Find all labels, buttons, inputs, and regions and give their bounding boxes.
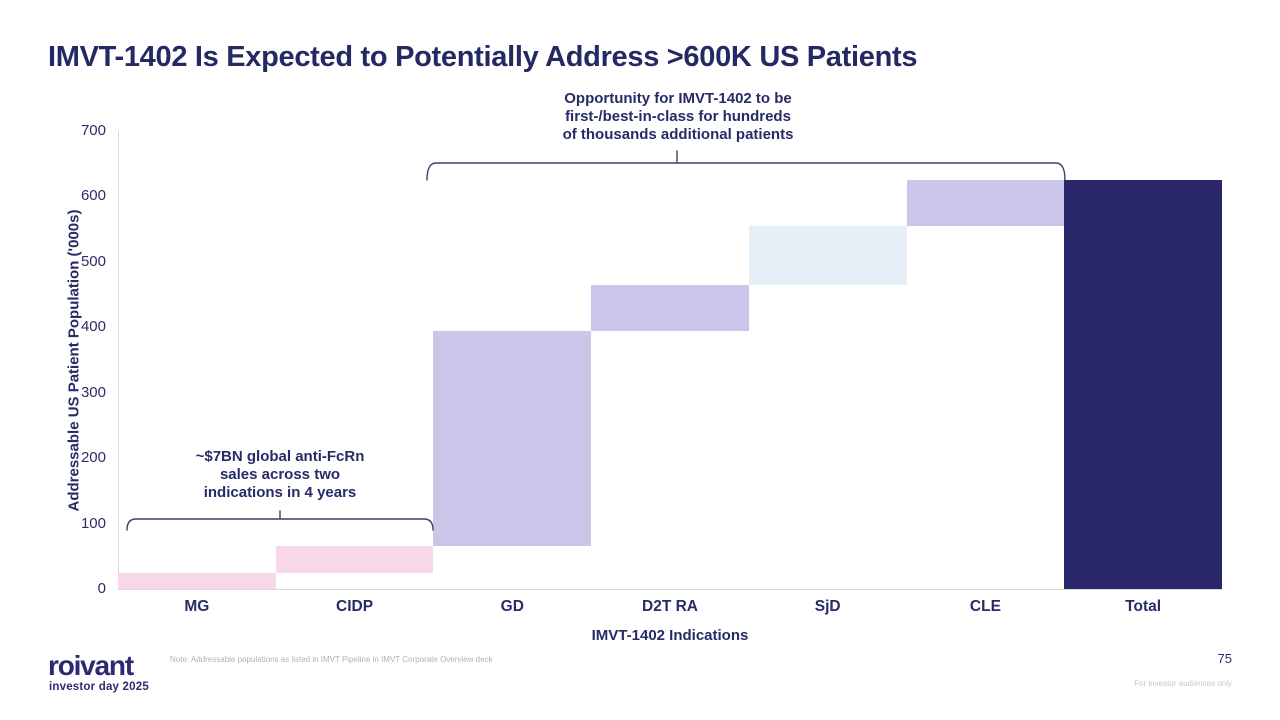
x-label-cle: CLE	[969, 598, 1001, 615]
x-label-sjd: SjD	[814, 598, 841, 615]
x-axis-title: IMVT-1402 Indications	[591, 627, 749, 644]
audience-note: For investor audiences only	[1134, 679, 1232, 688]
bar-d2t-ra	[591, 284, 749, 331]
y-tick-600: 600	[80, 187, 106, 205]
roivant-logo: roivant	[48, 650, 134, 681]
bar-cle	[906, 180, 1065, 226]
y-tick-700: 700	[80, 122, 106, 139]
y-axis-line	[118, 131, 119, 590]
x-label-d2t-ra: D2T RA	[642, 598, 698, 615]
annotation-anti-fcrn-sales: ~$7BN global anti-FcRn sales across two …	[195, 448, 365, 501]
y-tick-100: 100	[80, 514, 106, 532]
x-axis-baseline	[118, 589, 1222, 590]
bar-gd	[433, 330, 592, 547]
y-tick-300: 300	[80, 383, 106, 401]
y-tick-500: 500	[80, 252, 106, 270]
y-tick-200: 200	[80, 449, 106, 467]
annotation-opportunity: Opportunity for IMVT-1402 to be first-/b…	[562, 90, 794, 143]
bar-mg	[118, 572, 276, 589]
y-tick-0: 0	[97, 580, 106, 597]
bar-cidp	[275, 546, 434, 573]
y-tick-400: 400	[80, 318, 106, 336]
source-note: Note: Addressable populations as listed …	[170, 655, 493, 664]
x-label-total: Total	[1125, 598, 1162, 615]
bar-total	[1064, 180, 1222, 589]
x-label-cidp: CIDP	[336, 598, 374, 615]
page-title: IMVT-1402 Is Expected to Potentially Add…	[48, 41, 918, 73]
bar-sjd	[748, 225, 907, 285]
roivant-logo-event: investor day 2025	[49, 681, 149, 693]
page-number: 75	[1217, 651, 1232, 666]
x-label-mg: MG	[184, 598, 210, 615]
waterfall-plot-area	[118, 131, 1222, 589]
x-label-gd: GD	[500, 598, 524, 615]
